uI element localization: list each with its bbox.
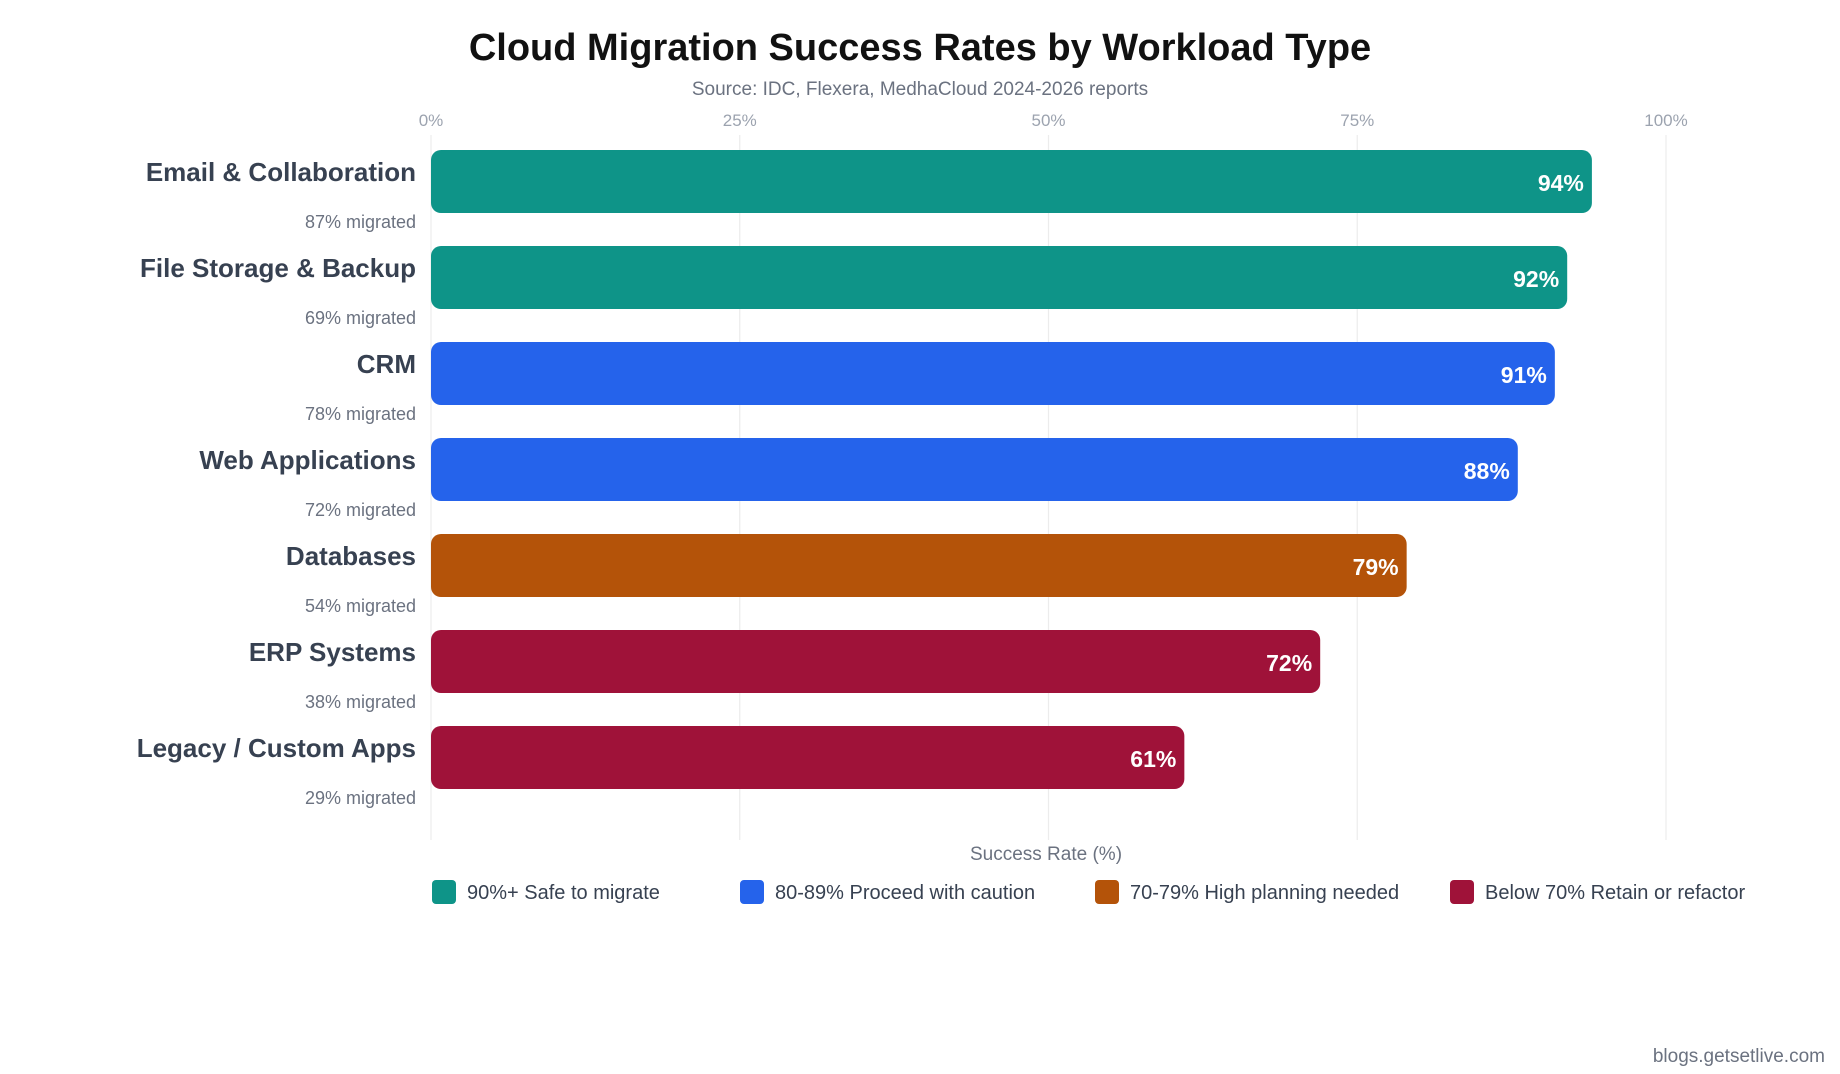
x-tick-label: 50% xyxy=(1031,111,1065,130)
migrated-label: 69% migrated xyxy=(305,308,416,328)
legend-swatch xyxy=(432,880,456,904)
value-label: 61% xyxy=(1130,746,1176,772)
watermark: blogs.getsetlive.com xyxy=(1653,1046,1825,1067)
bar xyxy=(431,438,1518,501)
value-label: 91% xyxy=(1501,362,1547,388)
x-tick-label: 100% xyxy=(1644,111,1687,130)
x-tick-label: 0% xyxy=(419,111,444,130)
x-axis-ticks: 0% 25% 50% 75% 100% xyxy=(419,111,1688,130)
migrated-label: 29% migrated xyxy=(305,788,416,808)
legend: 90%+ Safe to migrate 80-89% Proceed with … xyxy=(432,880,1745,904)
bar xyxy=(431,534,1407,597)
category-label: Web Applications xyxy=(199,445,416,475)
bars: Email & Collaboration 87% migrated 94% File… xyxy=(137,150,1592,808)
bar xyxy=(431,150,1592,213)
x-tick-label: 25% xyxy=(723,111,757,130)
migrated-label: 54% migrated xyxy=(305,596,416,616)
bar xyxy=(431,342,1555,405)
legend-swatch xyxy=(740,880,764,904)
chart-subtitle: Source: IDC, Flexera, MedhaCloud 2024-20… xyxy=(692,79,1148,100)
category-label: File Storage & Backup xyxy=(140,253,416,283)
chart-title: Cloud Migration Success Rates by Workloa… xyxy=(469,27,1371,69)
migrated-label: 78% migrated xyxy=(305,404,416,424)
value-label: 79% xyxy=(1353,554,1399,580)
bar xyxy=(431,630,1321,693)
value-label: 94% xyxy=(1538,170,1584,196)
category-label: ERP Systems xyxy=(249,637,416,667)
category-label: Email & Collaboration xyxy=(146,157,416,187)
legend-label: 90%+ Safe to migrate xyxy=(467,882,660,904)
migrated-label: 72% migrated xyxy=(305,500,416,520)
legend-label: 80-89% Proceed with caution xyxy=(775,882,1035,904)
migrated-label: 38% migrated xyxy=(305,692,416,712)
legend-label: Below 70% Retain or refactor xyxy=(1485,882,1745,904)
legend-swatch xyxy=(1450,880,1474,904)
category-label: Databases xyxy=(286,541,416,571)
category-label: Legacy / Custom Apps xyxy=(137,733,416,763)
legend-swatch xyxy=(1095,880,1119,904)
value-label: 72% xyxy=(1266,650,1312,676)
bar xyxy=(431,726,1185,789)
bar xyxy=(431,246,1568,309)
value-label: 92% xyxy=(1513,266,1559,292)
value-label: 88% xyxy=(1464,458,1510,484)
legend-label: 70-79% High planning needed xyxy=(1130,882,1399,904)
migrated-label: 87% migrated xyxy=(305,212,416,232)
x-axis-label: Success Rate (%) xyxy=(970,844,1122,865)
x-tick-label: 75% xyxy=(1340,111,1374,130)
category-label: CRM xyxy=(357,349,416,379)
